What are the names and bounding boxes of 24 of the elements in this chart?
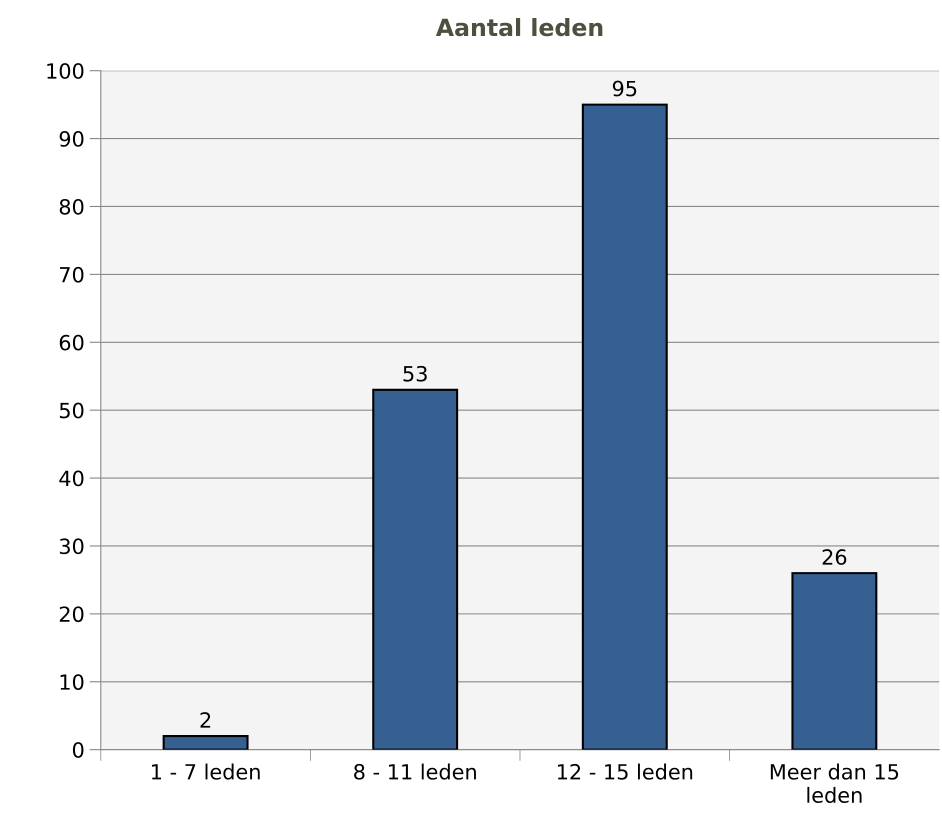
data-label: 95 xyxy=(612,80,636,96)
bar xyxy=(372,388,458,750)
x-tick-label: 8 - 11 leden xyxy=(354,764,476,780)
y-tick-label: 20 xyxy=(60,606,84,622)
y-tick-label: 80 xyxy=(60,198,84,215)
data-label: 2 xyxy=(200,712,210,728)
y-tick-label: 40 xyxy=(59,470,84,486)
y-tick-label: 10 xyxy=(60,674,84,690)
y-tick-label: 70 xyxy=(60,266,84,283)
y-tick-label: 50 xyxy=(60,402,84,418)
bar xyxy=(582,104,668,750)
y-tick-label: 100 xyxy=(47,63,84,79)
y-tick-label: 30 xyxy=(60,538,84,554)
data-label: 53 xyxy=(404,366,427,382)
x-tick-label: 12 - 15 leden xyxy=(558,764,692,780)
y-tick-label: 0 xyxy=(72,742,84,758)
y-tick-label: 90 xyxy=(60,131,84,147)
y-tick-label: 60 xyxy=(60,334,84,350)
bar xyxy=(791,572,878,750)
x-tick-label: 1 - 7 leden xyxy=(152,764,260,780)
bar xyxy=(162,735,249,750)
x-tick-label: Meer dan 15 leden xyxy=(770,764,898,804)
chart-title: Aantal leden xyxy=(436,18,602,36)
data-label: 26 xyxy=(822,549,846,565)
